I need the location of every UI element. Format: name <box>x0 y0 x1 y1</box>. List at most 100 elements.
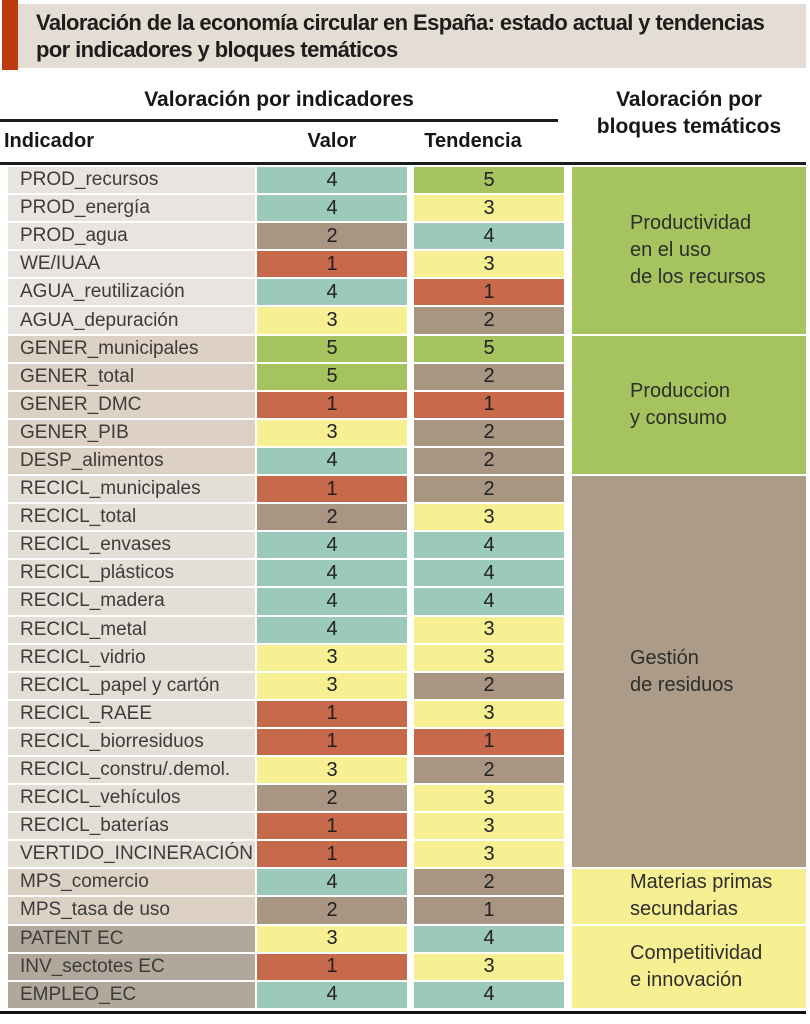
thematic-block-label-line: Materias primas <box>630 871 773 894</box>
page-title: Valoración de la economía circular en Es… <box>36 9 802 63</box>
thematic-block: Gestión de residuos <box>572 476 806 868</box>
tendencia-cell: 2 <box>414 756 564 784</box>
tendencia-cell: 4 <box>414 925 564 952</box>
valor-cell: 1 <box>257 700 407 727</box>
tendencia-cell: 3 <box>414 953 564 980</box>
indicator-table: PROD_recursos 4 5 PROD_energía 4 3 PROD_agua 2 4… <box>8 167 806 1008</box>
thematic-block-label-line: Produccion <box>630 379 731 402</box>
indicator-name-cell: GENER_total <box>8 363 257 390</box>
column-header-tendencia: Tendencia <box>424 130 522 152</box>
title-band: Valoración de la economía circular en Es… <box>0 0 810 72</box>
valor-cell: 5 <box>257 363 407 390</box>
valor-cell: 4 <box>257 616 407 643</box>
indicator-name-cell: AGUA_reutilización <box>8 279 257 306</box>
valor-cell: 3 <box>257 925 407 952</box>
thematic-block: Productividad en el uso de los recursos <box>572 167 806 334</box>
tendencia-cell: 2 <box>414 476 564 503</box>
indicator-name-cell: PROD_agua <box>8 223 257 250</box>
valor-cell: 1 <box>257 841 407 868</box>
indicator-name-cell: MPS_comercio <box>8 869 257 896</box>
thematic-block-label-line: e innovación <box>630 968 743 991</box>
tendencia-cell: 3 <box>414 616 564 643</box>
valor-cell: 4 <box>257 447 407 475</box>
tendencia-cell: 3 <box>414 813 564 840</box>
valor-cell: 3 <box>257 307 407 334</box>
group-header-indicators: Valoración por indicadores <box>144 88 414 111</box>
valor-cell: 2 <box>257 785 407 812</box>
thematic-block-label-line: Productividad <box>630 211 752 234</box>
valor-cell: 4 <box>257 981 407 1008</box>
tendencia-cell: 4 <box>414 560 564 587</box>
valor-cell: 3 <box>257 644 407 671</box>
thematic-block-label-line: de los recursos <box>630 265 766 288</box>
indicator-name-cell: RECICL_total <box>8 504 257 531</box>
indicator-name-cell: WE/IUAA <box>8 251 257 278</box>
valor-cell: 1 <box>257 813 407 840</box>
tendencia-cell: 1 <box>414 391 564 418</box>
tendencia-cell: 4 <box>414 223 564 250</box>
indicator-name-cell: RECICL_envases <box>8 532 257 559</box>
indicator-name-cell: PROD_energía <box>8 195 257 222</box>
tendencia-cell: 2 <box>414 869 564 896</box>
valor-cell: 3 <box>257 756 407 784</box>
tendencia-cell: 2 <box>414 419 564 446</box>
indicator-name-cell: EMPLEO_EC <box>8 981 257 1008</box>
indicator-name-cell: RECICL_municipales <box>8 476 257 503</box>
valor-cell: 4 <box>257 869 407 896</box>
indicator-name-cell: PROD_recursos <box>8 167 257 194</box>
indicator-name-cell: GENER_DMC <box>8 391 257 418</box>
valor-cell: 4 <box>257 588 407 615</box>
valor-cell: 4 <box>257 532 407 559</box>
thematic-block-label-line: en el uso <box>630 238 712 261</box>
tendencia-cell: 4 <box>414 588 564 615</box>
valor-cell: 1 <box>257 391 407 418</box>
column-header-indicador: Indicador <box>4 130 95 152</box>
tendencia-cell: 3 <box>414 195 564 222</box>
indicator-name-cell: RECICL_RAEE <box>8 700 257 727</box>
group-header-blocks-line2: bloques temáticos <box>596 115 782 138</box>
valor-cell: 1 <box>257 476 407 503</box>
tendencia-cell: 1 <box>414 728 564 755</box>
valor-cell: 4 <box>257 167 407 194</box>
indicator-name-cell: RECICL_plásticos <box>8 560 257 587</box>
thematic-block: Materias primas secundarias <box>572 869 806 924</box>
column-headers: Valoración por indicadores Valoración po… <box>0 72 810 162</box>
indicator-name-cell: RECICL_madera <box>8 588 257 615</box>
indicator-name-cell: RECICL_papel y cartón <box>8 672 257 699</box>
indicator-name-cell: RECICL_baterías <box>8 813 257 840</box>
page-title-line2: por indicadores y bloques temáticos <box>36 37 398 62</box>
indicator-name-cell: AGUA_depuración <box>8 307 257 334</box>
indicator-name-cell: DESP_alimentos <box>8 447 257 475</box>
valor-cell: 5 <box>257 335 407 362</box>
indicator-name-cell: MPS_tasa de uso <box>8 897 257 924</box>
thematic-block-label-line: Gestión <box>630 646 699 669</box>
column-header-valor: Valor <box>307 130 357 152</box>
valor-cell: 2 <box>257 504 407 531</box>
tendencia-cell: 3 <box>414 785 564 812</box>
accent-bar <box>2 0 18 70</box>
indicator-name-cell: RECICL_metal <box>8 616 257 643</box>
valor-cell: 4 <box>257 279 407 306</box>
tendencia-cell: 4 <box>414 532 564 559</box>
valor-cell: 2 <box>257 223 407 250</box>
indicator-name-cell: GENER_municipales <box>8 335 257 362</box>
thematic-block: Produccion y consumo <box>572 335 806 475</box>
indicator-name-cell: VERTIDO_INCINERACIÓN <box>8 841 257 868</box>
title-band-background <box>18 4 806 68</box>
tendencia-cell: 3 <box>414 251 564 278</box>
indicator-name-cell: RECICL_vehículos <box>8 785 257 812</box>
thematic-block-label-line: Competitividad <box>630 941 763 964</box>
indicator-name-cell: RECICL_constru/.demol. <box>8 756 257 784</box>
group-header-blocks-line1: Valoración por <box>616 88 762 111</box>
tendencia-cell: 3 <box>414 700 564 727</box>
group-header-underline <box>0 119 558 122</box>
tendencia-cell: 1 <box>414 279 564 306</box>
valor-cell: 4 <box>257 195 407 222</box>
tendencia-cell: 2 <box>414 363 564 390</box>
valor-cell: 1 <box>257 251 407 278</box>
valor-cell: 3 <box>257 672 407 699</box>
thematic-block: Competitividad e innovación <box>572 925 806 1008</box>
tendencia-cell: 5 <box>414 167 564 194</box>
valor-cell: 2 <box>257 897 407 924</box>
valor-cell: 1 <box>257 728 407 755</box>
